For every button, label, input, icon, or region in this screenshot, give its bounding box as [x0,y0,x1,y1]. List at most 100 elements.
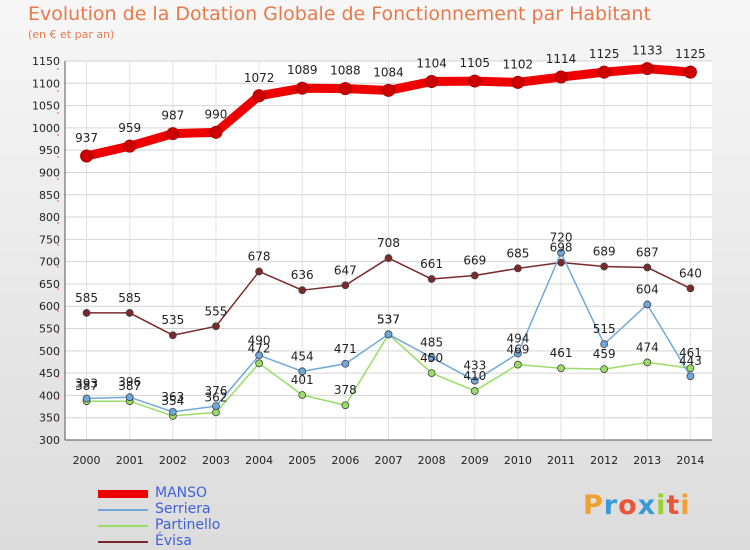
data-label: 376 [205,384,228,398]
x-tick-label: 2010 [504,454,532,467]
data-point [643,263,652,272]
data-label: 604 [636,282,659,296]
x-tick-label: 2009 [461,454,489,467]
data-label: 1072 [244,71,275,85]
data-label: 555 [205,304,228,318]
y-tick-label: 1050 [32,100,60,113]
y-tick-label: 1000 [32,122,60,135]
data-point [341,401,350,410]
data-point [514,264,522,273]
data-point [600,365,609,374]
data-point [255,359,264,368]
data-label: 1104 [416,57,447,71]
data-label: 990 [205,107,228,121]
y-tick-label: 400 [39,389,60,402]
data-point [123,139,137,153]
data-label: 1114 [546,52,577,66]
data-point [600,262,609,271]
y-tick-label: 950 [39,144,60,157]
data-label: 393 [75,377,98,391]
data-point [427,275,436,283]
data-label: 1125 [675,47,706,61]
legend-label: MANSO [155,485,208,501]
y-tick-label: 850 [39,189,60,202]
data-label: 1105 [459,56,490,70]
data-label: 678 [248,249,271,263]
x-tick-label: 2003 [202,454,230,467]
data-label: 647 [334,263,357,277]
data-label: 661 [420,257,443,271]
data-label: 1088 [330,64,361,78]
data-point [82,394,91,403]
data-point [514,349,522,358]
x-tick-label: 2006 [331,454,359,467]
data-label: 937 [75,131,98,145]
data-point [643,358,652,367]
legend-label: Partinello [155,517,221,533]
data-label: 461 [679,346,702,360]
data-point [686,372,695,381]
x-tick-label: 2000 [73,454,101,467]
data-point [470,376,479,385]
data-point [514,360,522,369]
y-tick-label: 700 [39,256,60,269]
data-label: 959 [118,121,141,135]
data-point [168,408,177,416]
x-tick-label: 2014 [676,454,704,467]
data-label: 585 [118,291,141,305]
data-label: 685 [506,246,529,260]
data-label: 494 [506,331,529,345]
data-label: 459 [593,347,616,361]
data-point [298,286,307,295]
data-point [557,248,565,257]
data-label: 535 [161,313,184,327]
data-label: 362 [205,390,228,404]
data-point [341,281,350,290]
logo-letter: t [666,490,681,521]
data-label: 410 [463,369,486,383]
x-tick-label: 2013 [633,454,661,467]
data-point [82,309,91,317]
data-point [470,387,479,395]
data-point [425,75,439,89]
logo-letter: P [583,490,604,521]
data-label: 720 [550,231,573,245]
data-point [168,331,177,340]
data-label: 474 [636,340,659,354]
y-tick-label: 300 [39,434,60,447]
x-tick-label: 2005 [288,454,316,467]
data-label: 490 [248,333,271,347]
x-tick-label: 2004 [245,454,273,467]
legend-swatch [98,541,148,543]
data-label: 469 [506,343,529,357]
data-label: 640 [679,266,702,280]
x-tick-label: 2008 [418,454,446,467]
data-label: 471 [334,342,357,356]
data-point [382,83,395,97]
legend-swatch [98,509,148,511]
legend-label: Serriera [155,501,211,517]
data-label: 537 [377,312,400,326]
data-label: 387 [118,379,141,393]
data-label: 669 [463,253,486,267]
data-point [209,125,223,139]
data-label: 485 [420,336,443,350]
logo-letter: i [656,490,667,521]
data-point [554,70,568,84]
data-label: 537 [377,312,400,326]
x-tick-label: 2011 [547,454,575,467]
data-label: 987 [161,109,184,123]
legend-label: Évisa [155,533,192,549]
y-tick-label: 650 [39,278,60,291]
logo-letter: o [618,490,638,521]
data-label: 433 [463,359,486,373]
x-tick-label: 2012 [590,454,618,467]
data-point [166,127,180,141]
x-tick-label: 2002 [159,454,187,467]
data-point [338,82,352,96]
data-label: 698 [550,241,573,255]
data-point [511,75,525,89]
chart-title: Evolution de la Dotation Globale de Fonc… [28,3,651,25]
data-point [427,353,436,362]
data-label: 363 [161,390,184,404]
